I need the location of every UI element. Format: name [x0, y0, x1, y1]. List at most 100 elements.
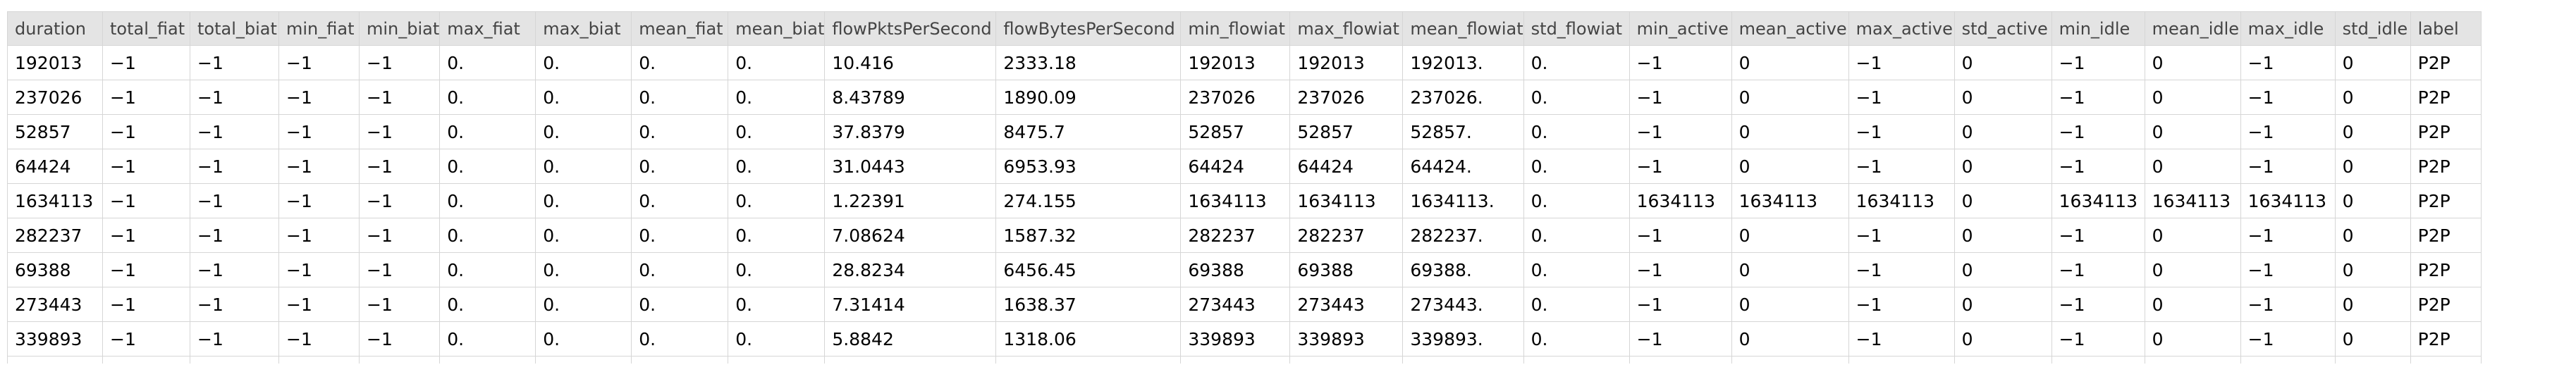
table-cell-max-flowiat[interactable]: 282237 — [1289, 218, 1404, 253]
table-cell-mean-biat[interactable]: 0. — [728, 114, 826, 149]
table-cell-mean-fiat[interactable]: 0. — [631, 114, 729, 149]
table-cell-mean-idle[interactable]: 0 — [2144, 252, 2241, 287]
table-cell-std-flowiat[interactable]: 0. — [1523, 252, 1630, 287]
table-cell-std-flowiat[interactable]: 0. — [1523, 114, 1630, 149]
table-cell-max-idle[interactable]: −1 — [2240, 149, 2336, 184]
table-cell-mean-flowiat[interactable]: 237026. — [1402, 80, 1524, 115]
table-cell-mean-active[interactable]: 0 — [1731, 149, 1849, 184]
table-cell-duration[interactable]: 64424 — [7, 149, 103, 184]
table-cell-min-flowiat[interactable]: 192013 — [1180, 45, 1291, 80]
table-cell-flowpktspersecond[interactable]: 37.8379 — [824, 114, 997, 149]
table-cell-min-active[interactable]: −1 — [1629, 114, 1732, 149]
table-cell-flowbytespersecond[interactable]: 2333.18 — [995, 45, 1182, 80]
table-cell-mean-flowiat[interactable]: 282237. — [1402, 218, 1524, 253]
table-cell-mean-idle[interactable]: 0 — [2144, 218, 2241, 253]
column-header-duration[interactable]: duration — [7, 11, 103, 46]
table-cell-label[interactable]: P2P — [2410, 287, 2482, 322]
table-cell-max-fiat[interactable]: 0. — [439, 183, 536, 218]
table-cell-std-idle[interactable]: 0 — [2334, 252, 2411, 287]
table-cell-mean-active[interactable]: 0 — [1731, 114, 1849, 149]
table-cell-min-active[interactable]: 1634113 — [1629, 183, 1732, 218]
table-cell-mean-idle[interactable]: 1634113 — [2144, 183, 2241, 218]
table-cell-mean-active[interactable]: 0 — [1731, 218, 1849, 253]
table-cell-min-active[interactable]: −1 — [1629, 287, 1732, 322]
table-cell-flowbytespersecond[interactable]: 274.155 — [995, 183, 1182, 218]
table-cell-max-active[interactable]: −1 — [1848, 45, 1955, 80]
table-cell-duration[interactable]: 52857 — [7, 114, 103, 149]
column-header-mean-active[interactable]: mean_active — [1731, 11, 1849, 46]
table-cell-duration[interactable]: 69388 — [7, 252, 103, 287]
table-cell-max-flowiat[interactable]: 1634113 — [1289, 183, 1404, 218]
table-cell-mean-fiat[interactable]: 0. — [631, 149, 729, 184]
table-cell-total-fiat[interactable]: −1 — [102, 80, 190, 115]
table-cell-std-idle[interactable]: 0 — [2334, 149, 2411, 184]
table-cell-max-idle[interactable]: −1 — [2240, 287, 2336, 322]
table-cell-min-fiat[interactable]: −1 — [278, 321, 360, 356]
table-cell-mean-biat[interactable]: 0. — [728, 149, 826, 184]
table-cell-min-active[interactable]: −1 — [1629, 45, 1732, 80]
table-cell-max-active[interactable]: −1 — [1848, 114, 1955, 149]
column-header-max-flowiat[interactable]: max_flowiat — [1289, 11, 1404, 46]
table-cell-min-active[interactable]: −1 — [1629, 252, 1732, 287]
table-cell-duration[interactable]: 339893 — [7, 321, 103, 356]
column-header-std-active[interactable]: std_active — [1954, 11, 2052, 46]
table-cell-max-active[interactable]: −1 — [1848, 287, 1955, 322]
table-cell-max-active[interactable]: −1 — [1848, 252, 1955, 287]
table-cell-min-idle[interactable]: −1 — [2051, 114, 2145, 149]
table-cell-total-biat[interactable]: −1 — [190, 183, 279, 218]
table-cell-total-biat[interactable]: −1 — [190, 252, 279, 287]
table-cell-mean-idle[interactable]: 0 — [2144, 80, 2241, 115]
table-cell-max-flowiat[interactable]: 273443 — [1289, 287, 1404, 322]
table-cell-mean-flowiat[interactable]: 64424. — [1402, 149, 1524, 184]
table-cell-mean-idle[interactable]: 0 — [2144, 45, 2241, 80]
table-cell-min-idle[interactable]: 1634113 — [2051, 183, 2145, 218]
table-cell-min-active[interactable]: −1 — [1629, 149, 1732, 184]
table-cell-flowpktspersecond[interactable]: 28.8234 — [824, 252, 997, 287]
table-cell-total-fiat[interactable]: −1 — [102, 149, 190, 184]
column-header-std-flowiat[interactable]: std_flowiat — [1523, 11, 1630, 46]
table-row[interactable]: 1634113 −1 −1 −1 −1 0. 0. 0. 0. 1.22391 274.155 163… — [7, 183, 2482, 218]
table-cell-total-fiat[interactable]: −1 — [102, 45, 190, 80]
table-cell-mean-fiat[interactable]: 0. — [631, 321, 729, 356]
table-cell-total-biat[interactable]: −1 — [190, 114, 279, 149]
table-cell-max-biat[interactable]: 0. — [535, 45, 632, 80]
table-cell-min-fiat[interactable]: −1 — [278, 114, 360, 149]
table-cell-total-fiat[interactable]: −1 — [102, 252, 190, 287]
table-cell-mean-biat[interactable]: 0. — [728, 252, 826, 287]
table-cell-total-fiat[interactable]: −1 — [102, 321, 190, 356]
table-cell-mean-biat[interactable]: 0. — [728, 80, 826, 115]
table-cell-max-idle[interactable]: 1634113 — [2240, 183, 2336, 218]
table-cell-max-flowiat[interactable]: 339893 — [1289, 321, 1404, 356]
table-cell-total-fiat[interactable]: −1 — [102, 218, 190, 253]
table-cell-min-idle[interactable]: −1 — [2051, 149, 2145, 184]
column-header-total-fiat[interactable]: total_fiat — [102, 11, 190, 46]
table-cell-label[interactable]: P2P — [2410, 80, 2482, 115]
table-cell-max-biat[interactable]: 0. — [535, 183, 632, 218]
table-cell-max-fiat[interactable]: 0. — [439, 287, 536, 322]
table-cell-max-idle[interactable]: −1 — [2240, 252, 2336, 287]
table-cell-mean-active[interactable]: 1634113 — [1731, 183, 1849, 218]
column-header-max-biat[interactable]: max_biat — [535, 11, 632, 46]
table-cell-min-biat[interactable]: −1 — [358, 114, 441, 149]
table-cell-flowbytespersecond[interactable]: 1890.09 — [995, 80, 1182, 115]
table-cell-std-flowiat[interactable]: 0. — [1523, 321, 1630, 356]
table-cell-flowpktspersecond[interactable]: 8.43789 — [824, 80, 997, 115]
table-cell-max-active[interactable]: −1 — [1848, 321, 1955, 356]
table-cell-std-active[interactable]: 0 — [1954, 80, 2052, 115]
table-cell-min-flowiat[interactable]: 69388 — [1180, 252, 1291, 287]
table-cell-mean-flowiat[interactable]: 192013. — [1402, 45, 1524, 80]
table-cell-duration[interactable]: 192013 — [7, 45, 103, 80]
table-cell-total-fiat[interactable]: −1 — [102, 183, 190, 218]
table-cell-min-fiat[interactable]: −1 — [278, 183, 360, 218]
table-cell-mean-biat[interactable]: 0. — [728, 183, 826, 218]
table-cell-max-fiat[interactable]: 0. — [439, 218, 536, 253]
table-cell-min-idle[interactable]: −1 — [2051, 287, 2145, 322]
column-header-min-idle[interactable]: min_idle — [2051, 11, 2145, 46]
table-cell-std-idle[interactable]: 0 — [2334, 287, 2411, 322]
table-cell-flowpktspersecond[interactable]: 7.31414 — [824, 287, 997, 322]
table-cell-flowpktspersecond[interactable]: 10.416 — [824, 45, 997, 80]
table-cell-flowbytespersecond[interactable]: 1587.32 — [995, 218, 1182, 253]
table-cell-min-active[interactable]: −1 — [1629, 80, 1732, 115]
table-cell-max-biat[interactable]: 0. — [535, 287, 632, 322]
table-cell-total-biat[interactable]: −1 — [190, 218, 279, 253]
